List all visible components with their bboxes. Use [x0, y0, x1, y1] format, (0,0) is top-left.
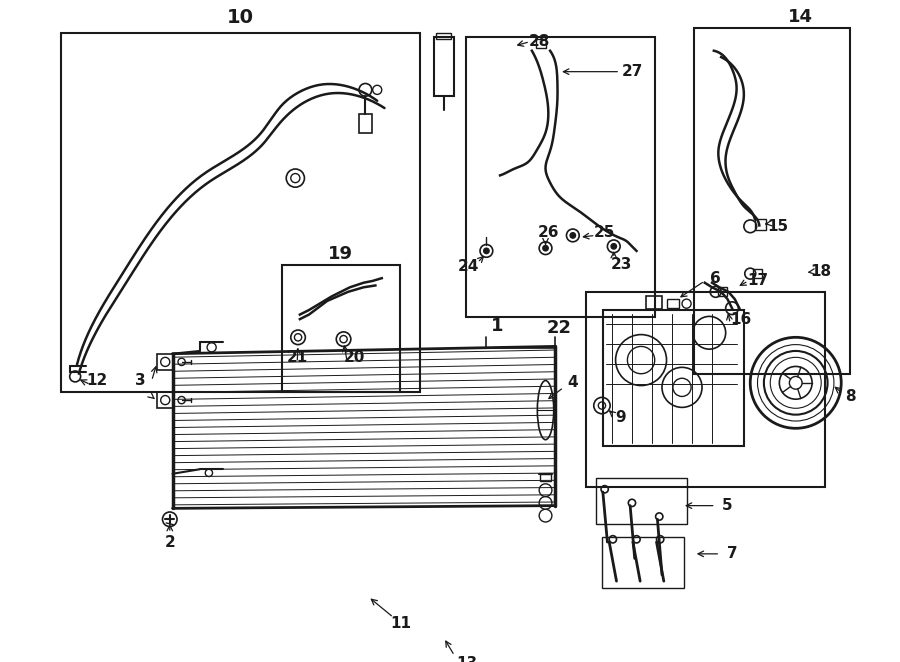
Text: 15: 15 [767, 219, 788, 234]
Bar [436, 34, 451, 39]
Text: 26: 26 [537, 225, 559, 240]
Bar [157, 354, 174, 370]
Text: 16: 16 [731, 312, 752, 326]
Text: 19: 19 [328, 245, 354, 263]
Text: 23: 23 [610, 257, 632, 272]
Text: 4: 4 [568, 375, 578, 391]
Text: 9: 9 [616, 410, 626, 425]
Bar [667, 299, 680, 308]
Bar [602, 538, 684, 587]
Text: 14: 14 [788, 8, 813, 26]
Bar [466, 37, 654, 317]
Bar [60, 32, 420, 392]
Bar [157, 392, 174, 408]
Bar [718, 287, 727, 297]
Bar [536, 39, 545, 48]
Bar [587, 292, 824, 487]
Text: 24: 24 [457, 259, 479, 274]
Circle shape [570, 233, 576, 238]
Bar [603, 310, 744, 446]
Text: 17: 17 [747, 273, 768, 289]
Text: 6: 6 [710, 271, 721, 286]
Text: 28: 28 [528, 34, 550, 49]
Bar [282, 265, 400, 392]
Text: 3: 3 [135, 373, 146, 389]
Circle shape [543, 246, 548, 251]
Text: 20: 20 [344, 350, 365, 365]
Bar [755, 219, 766, 230]
Text: 8: 8 [845, 389, 856, 404]
Text: 7: 7 [726, 546, 737, 561]
Text: 13: 13 [455, 655, 477, 662]
Text: 18: 18 [811, 264, 832, 279]
Bar [434, 37, 454, 96]
Bar [694, 28, 850, 374]
Circle shape [611, 244, 616, 249]
Text: 27: 27 [621, 64, 643, 79]
Circle shape [483, 248, 489, 254]
Bar [359, 115, 372, 132]
Text: 21: 21 [286, 350, 308, 365]
Bar [753, 269, 762, 278]
Bar [645, 297, 662, 309]
Text: 1: 1 [491, 317, 503, 336]
Text: 5: 5 [722, 498, 733, 513]
Text: 11: 11 [391, 616, 411, 632]
Text: 2: 2 [165, 534, 176, 549]
Text: 12: 12 [86, 373, 108, 389]
Text: 22: 22 [546, 319, 572, 337]
Text: 25: 25 [594, 225, 616, 240]
Text: 10: 10 [227, 7, 254, 26]
Bar [596, 479, 687, 524]
Bar [540, 474, 551, 481]
